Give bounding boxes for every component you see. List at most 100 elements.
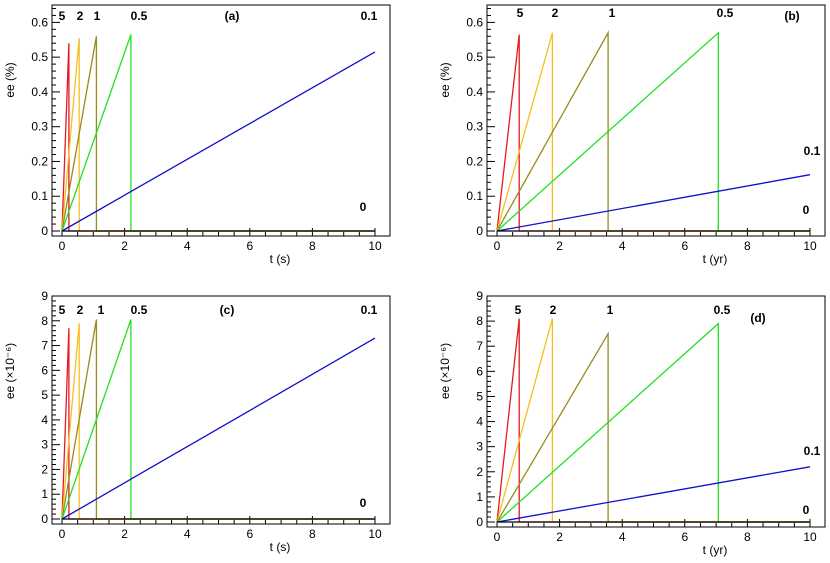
series-label-2: 2 [550,303,557,317]
y-tick-label: 7 [476,339,483,353]
y-tick-label: 0.3 [466,120,483,134]
y-tick-label: 3 [476,440,483,454]
series-label-0: 0 [360,496,367,510]
x-tick-label: 10 [803,530,817,544]
y-tick-label: 0.4 [31,85,48,99]
series-line-0p1 [496,466,811,523]
x-tick-label: 8 [744,239,751,253]
y-tick-label: 0 [476,515,483,529]
y-tick-label: 9 [41,289,48,303]
series-label-5: 5 [517,6,524,20]
y-tick-label: 0 [476,224,483,238]
series-line-5 [61,328,375,520]
y-tick-label: 5 [476,389,483,403]
panel-label: (a) [225,9,240,23]
x-tick-label: 0 [494,530,501,544]
x-axis-label: t (yr) [703,252,728,266]
series-label-0p5: 0.5 [131,303,148,317]
x-tick-label: 10 [368,239,382,253]
x-tick-label: 6 [246,239,253,253]
series-line-0p5 [496,322,810,523]
series-line-0p5 [61,319,375,520]
y-tick-label: 5 [41,388,48,402]
series-label-0p1: 0.1 [804,144,821,158]
series-label-0: 0 [803,203,810,217]
series-label-1: 1 [94,9,101,23]
y-tick-label: 0 [41,224,48,238]
y-tick-label: 9 [476,289,483,303]
x-axis-label: t (s) [270,540,291,554]
x-tick-label: 8 [744,530,751,544]
x-tick-label: 0 [59,527,66,541]
y-tick-label: 6 [41,363,48,377]
series-label-1: 1 [607,303,614,317]
series-label-0: 0 [360,200,367,214]
x-tick-label: 2 [556,239,563,253]
y-tick-label: 1 [41,487,48,501]
series-line-0p1 [61,51,376,232]
series-line-2 [61,323,375,520]
series-line-2 [496,32,810,232]
y-axis-label: ee (%) [438,62,452,97]
x-tick-label: 6 [681,239,688,253]
series-line-0p1 [496,174,811,232]
x-axis-label: t (yr) [703,543,728,557]
series-line-5 [61,43,375,232]
y-tick-label: 4 [476,415,483,429]
series-line-2 [496,318,810,523]
x-tick-label: 4 [184,239,191,253]
x-tick-label: 10 [803,239,817,253]
chart-panel-4: 0 2 4 6 8 10 0 1 2 3 4 5 6 7 8 9 t (yr) ee (×10⁻⁶) 5 2 1 0.5 0… [438,289,826,557]
y-tick-label: 0.2 [31,154,48,168]
x-tick-label: 6 [681,530,688,544]
x-tick-label: 10 [368,527,382,541]
series-label-0p1: 0.1 [804,444,821,458]
y-tick-label: 0.2 [466,154,483,168]
x-tick-label: 4 [184,527,191,541]
y-tick-label: 0.6 [466,15,483,29]
series-label-5: 5 [515,303,522,317]
y-tick-label: 0.4 [466,85,483,99]
x-tick-label: 2 [556,530,563,544]
x-axis-label: t (s) [270,252,291,266]
x-tick-label: 0 [59,239,66,253]
series-label-0p5: 0.5 [717,6,734,20]
plot-frame [486,4,826,237]
series-line-2 [61,37,375,232]
series-label-0p5: 0.5 [131,9,148,23]
y-tick-label: 0.5 [31,50,48,64]
y-tick-label: 0 [41,512,48,526]
panel-label: (b) [784,9,799,23]
y-tick-label: 1 [476,490,483,504]
y-tick-label: 0.1 [466,189,483,203]
y-tick-label: 0.6 [31,15,48,29]
series-label-2: 2 [552,6,559,20]
y-tick-label: 0.5 [466,50,483,64]
series-label-2: 2 [77,9,84,23]
y-tick-label: 2 [41,462,48,476]
y-tick-label: 7 [41,339,48,353]
series-label-2: 2 [77,303,84,317]
series-label-0: 0 [803,503,810,517]
series-line-1 [61,36,375,232]
series-label-5: 5 [59,9,66,23]
series-label-1: 1 [609,6,616,20]
y-axis-label: ee (×10⁻⁶) [438,343,452,399]
series-label-0p1: 0.1 [361,9,378,23]
y-tick-label: 2 [476,465,483,479]
y-tick-label: 3 [41,438,48,452]
series-label-1: 1 [98,303,105,317]
series-line-0p5 [61,34,375,232]
plot-frame [51,4,391,237]
x-tick-label: 6 [246,527,253,541]
y-axis-label: ee (%) [3,62,17,97]
x-tick-label: 8 [309,527,316,541]
y-axis-label: ee (×10⁻⁶) [3,343,17,399]
plot-frame [51,295,391,525]
y-tick-label: 4 [41,413,48,427]
y-tick-label: 8 [476,314,483,328]
